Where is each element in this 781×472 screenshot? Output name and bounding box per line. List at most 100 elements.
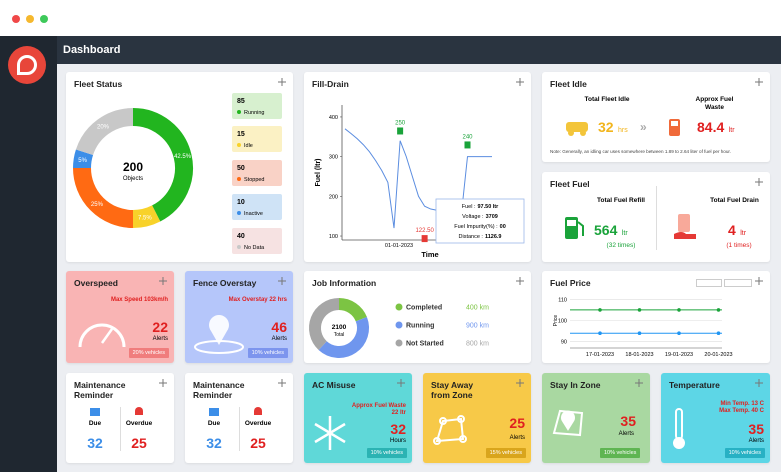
- card-title: Fleet Status: [74, 79, 123, 89]
- move-icon[interactable]: [516, 379, 524, 387]
- label: Total Fleet Idle: [584, 96, 630, 103]
- x-tick-label: 01-01-2023: [385, 243, 413, 249]
- move-icon[interactable]: [516, 277, 524, 285]
- value: 4 ltr: [728, 222, 746, 240]
- pump-icon: [669, 119, 680, 136]
- price-point: [716, 331, 721, 335]
- card-title: Overspeed: [74, 278, 118, 288]
- move-icon[interactable]: [755, 78, 763, 86]
- select[interactable]: [696, 279, 722, 287]
- legend-box: [232, 93, 282, 119]
- y-tick-label: 100: [558, 319, 567, 325]
- sidebar: [0, 36, 57, 472]
- y-tick-label: 110: [558, 297, 567, 303]
- annotation-label: 250: [395, 120, 406, 126]
- pin-icon: [194, 315, 244, 354]
- legend-label: Running: [406, 323, 434, 330]
- stay-in-card: Stay In Zone 35 Alerts 10% vehicles: [542, 373, 650, 463]
- tooltip-label: Distance :: [459, 234, 484, 240]
- idle-icon: [566, 122, 588, 136]
- times: (32 times): [606, 242, 636, 249]
- label: Total Fuel Drain: [710, 197, 759, 204]
- legend-count: 85: [237, 98, 245, 105]
- move-icon[interactable]: [397, 379, 405, 387]
- move-icon[interactable]: [278, 277, 286, 285]
- zone-icon: [433, 415, 467, 445]
- logo[interactable]: [8, 46, 46, 84]
- move-icon[interactable]: [755, 379, 763, 387]
- move-icon[interactable]: [755, 178, 763, 186]
- pie-segment: [73, 149, 94, 169]
- fence-overstay-card: Fence Overstay Max Overstay 22 hrs 46 Al…: [185, 271, 293, 363]
- center-value: 200: [123, 160, 143, 174]
- note: Note: Generally, an idling car uses some…: [550, 149, 731, 154]
- segment-label: 42.5%: [174, 154, 192, 160]
- value: 84.4: [697, 119, 725, 135]
- unit: Alerts: [509, 435, 525, 441]
- move-icon[interactable]: [278, 379, 286, 387]
- dot: [26, 15, 34, 23]
- legend-box: [232, 228, 282, 254]
- pie-segment: [75, 108, 134, 156]
- pie-segment: [338, 298, 367, 322]
- select[interactable]: [724, 279, 752, 287]
- detail: Min Temp. 13 C: [720, 401, 764, 407]
- move-icon[interactable]: [755, 277, 763, 285]
- pie-segment: [132, 108, 193, 222]
- legend-dot: [395, 303, 403, 311]
- x-tick-label: 19-01-2023: [665, 352, 693, 358]
- card-title: Maintenance Reminder: [193, 380, 245, 400]
- pie-segment: [132, 205, 161, 228]
- card-title: Fill-Drain: [312, 79, 349, 89]
- arrow: »: [640, 120, 647, 134]
- refill-icon: [565, 217, 584, 239]
- legend-box: [232, 194, 282, 220]
- alarm-icon: [254, 407, 262, 415]
- value: 32: [598, 119, 614, 135]
- legend-dot: [237, 143, 241, 147]
- legend-value: 800 km: [466, 341, 489, 348]
- card-title: Stay Away from Zone: [431, 380, 474, 400]
- calendar-icon: [209, 408, 219, 416]
- move-icon[interactable]: [516, 78, 524, 86]
- label: Overdue: [244, 420, 272, 427]
- fuel-line: [344, 128, 492, 229]
- card-title: Fleet Idle: [550, 79, 587, 89]
- value: 32: [206, 435, 222, 451]
- unit: Hours: [389, 438, 406, 444]
- value: 25: [250, 435, 266, 451]
- value: 35: [748, 421, 764, 437]
- legend-label: No Data: [244, 245, 265, 251]
- center-label: Total: [334, 332, 345, 338]
- move-icon[interactable]: [159, 277, 167, 285]
- value: 564: [594, 222, 618, 238]
- annotation-icon: [397, 127, 404, 135]
- fuel-price-chart: 90 100 110 Price 17-01-2023 18-01-2023 19-01-2…: [553, 297, 733, 358]
- snow-icon: [314, 416, 346, 450]
- zone-icon: [552, 409, 584, 437]
- y-tick-label: 100: [329, 234, 338, 240]
- share: 10% vehicles: [600, 448, 641, 458]
- tooltip-row: Voltage :3709: [462, 214, 498, 220]
- label: Overdue: [125, 420, 153, 427]
- fleet-status-chart: 42.5% 7.5% 25% 5% 20% 200 Objects 85 Running 15 Id…: [73, 93, 282, 254]
- move-icon[interactable]: [635, 379, 643, 387]
- move-icon[interactable]: [159, 379, 167, 387]
- header-title: Dashboard: [63, 44, 121, 56]
- thermo-icon: [673, 408, 685, 449]
- value: 25: [131, 435, 147, 451]
- move-icon[interactable]: [278, 78, 286, 86]
- unit: Alerts: [618, 431, 634, 437]
- overspeed-card: Overspeed Max Speed 103km/h 22 Alerts 20…: [66, 271, 174, 363]
- unit: ltr: [621, 230, 628, 237]
- legend-label: Completed: [406, 305, 442, 312]
- price-point: [598, 308, 602, 312]
- fill-drain-chart: 100 200 300 400 Fuel (ltr) 01-01-2023 Time 250 2…: [315, 105, 525, 259]
- divider: [239, 407, 240, 451]
- value: 25: [509, 415, 525, 431]
- legend-count: 40: [237, 233, 245, 240]
- legend-box: [232, 160, 282, 186]
- legend-count: 10: [237, 199, 245, 206]
- value: 32: [390, 421, 406, 437]
- legend-value: 900 km: [466, 323, 489, 330]
